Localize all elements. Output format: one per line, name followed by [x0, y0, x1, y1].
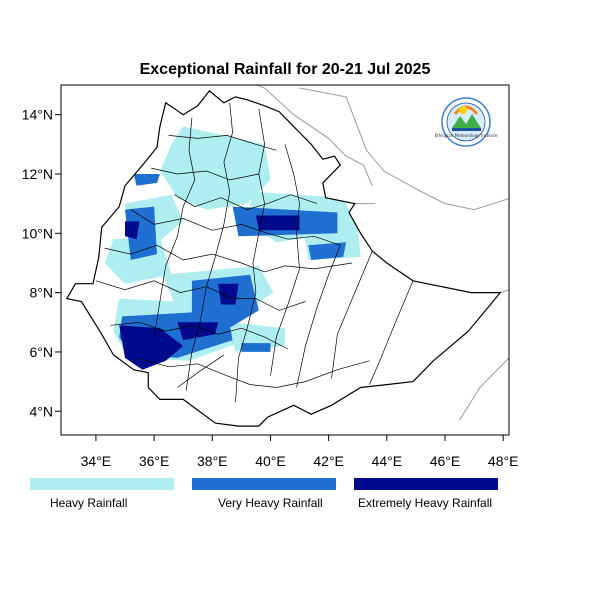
y-tick-label: 8°N [30, 285, 54, 301]
regional-borders [95, 102, 414, 403]
y-tick-label: 10°N [22, 225, 53, 241]
map-title: Exceptional Rainfall for 20-21 Jul 2025 [140, 61, 431, 78]
ethiopia-outline [65, 90, 502, 427]
extreme-rainfall-area [218, 283, 239, 305]
regional-border-line [185, 102, 233, 391]
regional-border-line [331, 250, 373, 379]
x-tick-label: 44°E [372, 453, 403, 469]
regional-border-line [174, 194, 318, 210]
x-tick-label: 42°E [313, 453, 344, 469]
x-tick-label: 36°E [139, 453, 170, 469]
very-heavy-rainfall-area [308, 242, 347, 260]
legend-swatch [354, 478, 498, 490]
extreme-rainfall-area [119, 325, 184, 370]
heavy-rainfall-area [159, 126, 271, 210]
legend: Heavy Rainfall Very Heavy Rainfall Extreme… [30, 478, 498, 510]
very-heavy-rainfall-area [125, 206, 157, 260]
y-tick-label: 12°N [22, 166, 53, 182]
very-heavy-rainfall-area [133, 174, 160, 186]
neighbor-borders [255, 85, 509, 421]
neighbor-border-line [255, 85, 373, 186]
x-tick-label: 46°E [430, 453, 461, 469]
regional-border-line [153, 117, 196, 338]
legend-label: Extremely Heavy Rainfall [358, 496, 492, 510]
plot-frame-top [60, 84, 510, 436]
regional-border-line [168, 135, 277, 151]
y-axis: 4°N 6°N 8°N 10°N 12°N 14°N [22, 107, 61, 419]
agency-logo-icon: Ethiopian Meteorology Institute [435, 97, 498, 147]
x-tick-label: 38°E [197, 453, 228, 469]
regional-border-line [151, 167, 259, 181]
very-heavy-rainfall-area [241, 343, 271, 352]
regional-border-line [369, 280, 414, 385]
rainfall-regions [104, 126, 361, 370]
x-tick-label: 34°E [81, 453, 112, 469]
x-tick-label: 48°E [488, 453, 519, 469]
x-tick-label: 40°E [255, 453, 286, 469]
regional-border-line [235, 108, 265, 403]
extreme-rainfall-area [125, 221, 140, 240]
legend-swatch [30, 478, 174, 490]
y-tick-label: 4°N [30, 403, 54, 419]
logo-caption: Ethiopian Meteorology Institute [435, 133, 498, 138]
extreme-rainfall-area [255, 215, 300, 231]
x-axis: 34°E 36°E 38°E 40°E 42°E 44°E 46°E 48°E [81, 435, 519, 469]
rainfall-layer [104, 126, 361, 370]
neighbor-border-line [459, 357, 509, 421]
regional-border-line [270, 144, 300, 376]
legend-swatch [192, 478, 336, 490]
regional-border-line [136, 357, 370, 388]
regional-border-line [296, 245, 341, 388]
neighbor-border-line [500, 289, 509, 294]
y-tick-label: 6°N [30, 344, 54, 360]
regional-border-line [130, 209, 341, 246]
regional-border-line [110, 321, 289, 350]
country-border [65, 90, 502, 427]
legend-label: Very Heavy Rainfall [218, 496, 323, 510]
neighbor-border-line [299, 87, 509, 211]
y-tick-label: 14°N [22, 107, 53, 123]
legend-label: Heavy Rainfall [50, 496, 127, 510]
regional-border-line [177, 354, 225, 388]
plot-area [60, 84, 510, 436]
